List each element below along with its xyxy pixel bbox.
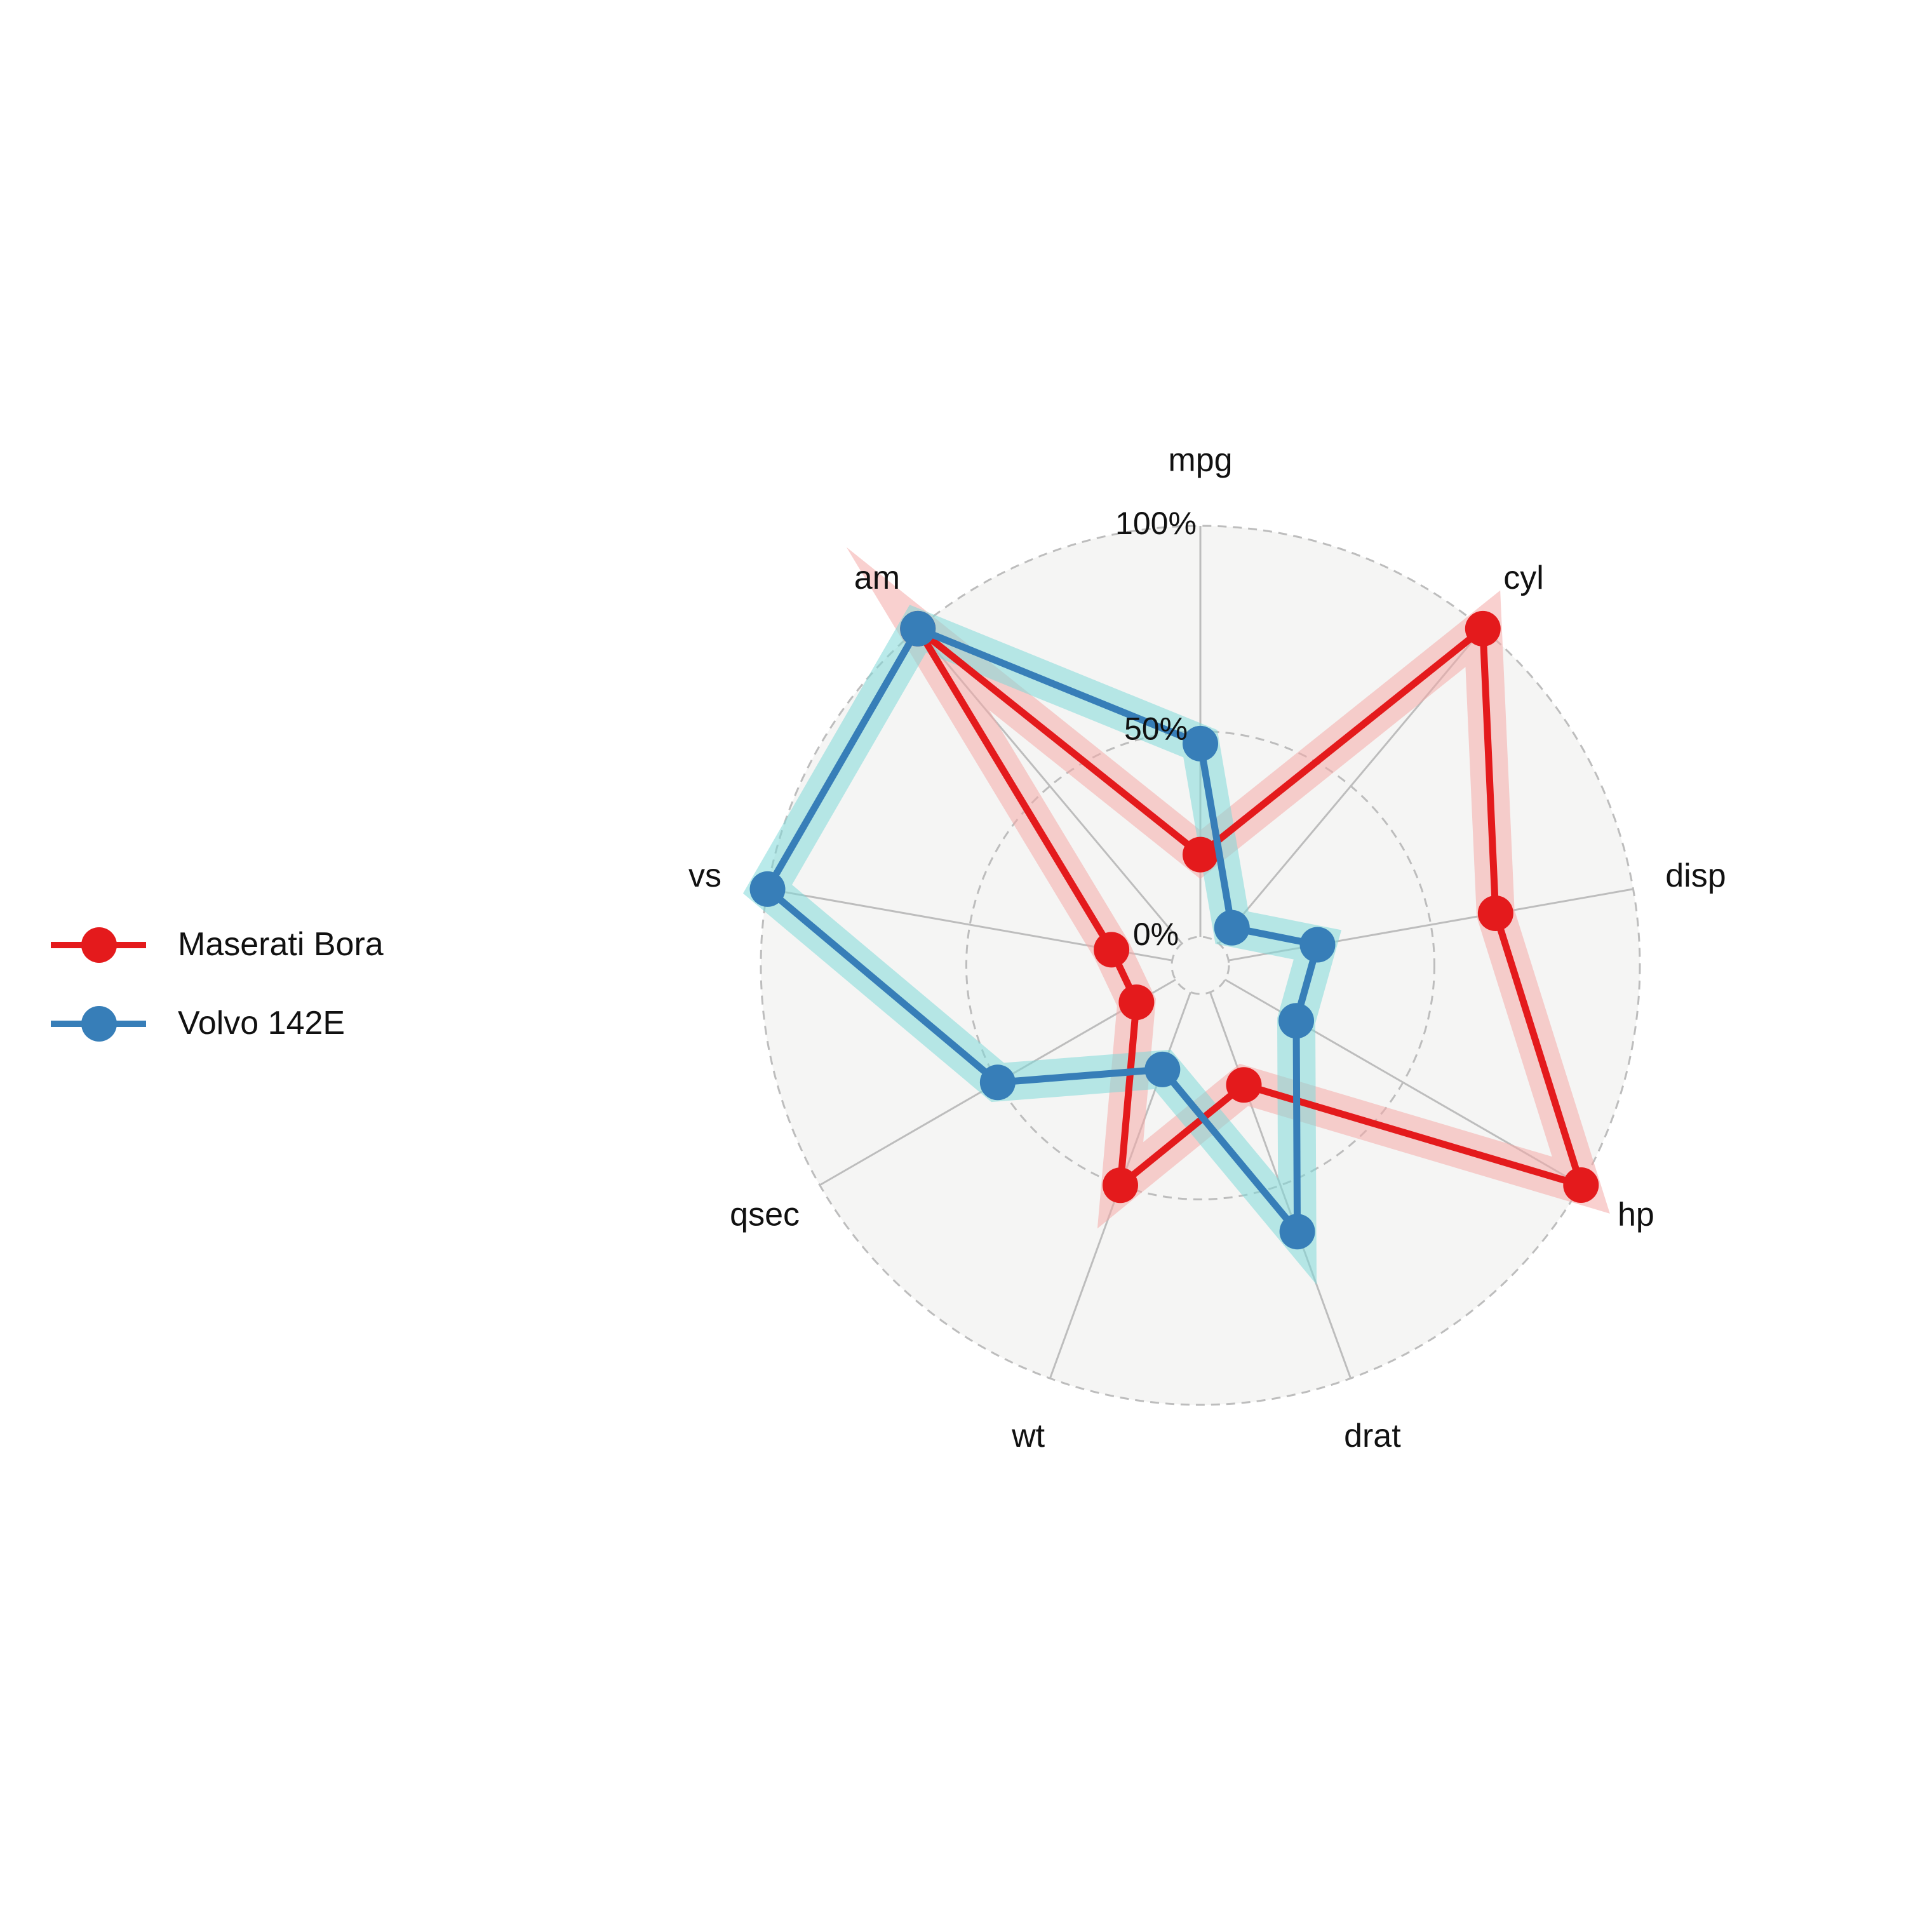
data-point-volvo-142e-hp [1278,1003,1315,1039]
data-point-maserati-bora-drat [1226,1067,1262,1103]
grid-circle-0 [1171,936,1230,995]
data-point-volvo-142e-mpg [1183,725,1218,761]
radial-tick-label-1: 50% [1124,711,1188,747]
data-point-volvo-142e-disp [1299,927,1336,963]
legend-item-volvo-142e: Volvo 142E [51,984,384,1063]
data-point-maserati-bora-wt [1102,1167,1138,1204]
data-point-volvo-142e-drat [1279,1214,1315,1250]
legend-marker [81,1006,117,1042]
chart-series [742,547,1610,1285]
legend-marker [81,927,117,963]
data-point-maserati-bora-qsec [1118,984,1155,1021]
axis-labels: mpg cyl disp hp drat wt qsec vs am [688,442,1726,1454]
data-point-volvo-142e-am [900,610,936,647]
legend-item-maserati-bora: Maserati Bora [51,905,384,984]
axis-label-wt: wt [1011,1418,1045,1454]
axis-label-mpg: mpg [1168,442,1232,479]
data-point-maserati-bora-hp [1563,1167,1599,1203]
legend-swatch-maserati-bora [51,925,146,963]
data-point-volvo-142e-vs [749,871,786,907]
radial-tick-label-2: 100% [1115,506,1197,541]
legend-label: Maserati Bora [178,926,384,963]
axis-label-am: am [854,560,900,596]
data-point-maserati-bora-vs [1094,932,1130,968]
radial-tick-labels: 0% 50% 100% [1115,506,1197,952]
axis-label-vs: vs [688,857,721,894]
axis-label-disp: disp [1665,857,1726,894]
data-point-maserati-bora-disp [1477,896,1513,932]
series-line-volvo-142e [764,625,1321,1235]
data-point-volvo-142e-wt [1144,1051,1181,1087]
axis-label-hp: hp [1618,1197,1654,1233]
axis-label-qsec: qsec [730,1197,800,1233]
series-line-maserati-bora [914,625,1585,1189]
data-point-maserati-bora-mpg [1183,836,1218,873]
legend: Maserati Bora Volvo 142E [51,905,384,1063]
data-point-maserati-bora-cyl [1465,610,1501,647]
radial-tick-label-0: 0% [1133,916,1179,952]
axis-label-cyl: cyl [1503,560,1544,596]
axis-label-drat: drat [1344,1418,1401,1454]
legend-swatch-volvo-142e [51,1004,146,1042]
data-point-volvo-142e-cyl [1214,909,1250,946]
data-point-volvo-142e-qsec [979,1064,1016,1101]
grid-circle-2 [760,525,1641,1406]
legend-label: Volvo 142E [178,1005,345,1042]
